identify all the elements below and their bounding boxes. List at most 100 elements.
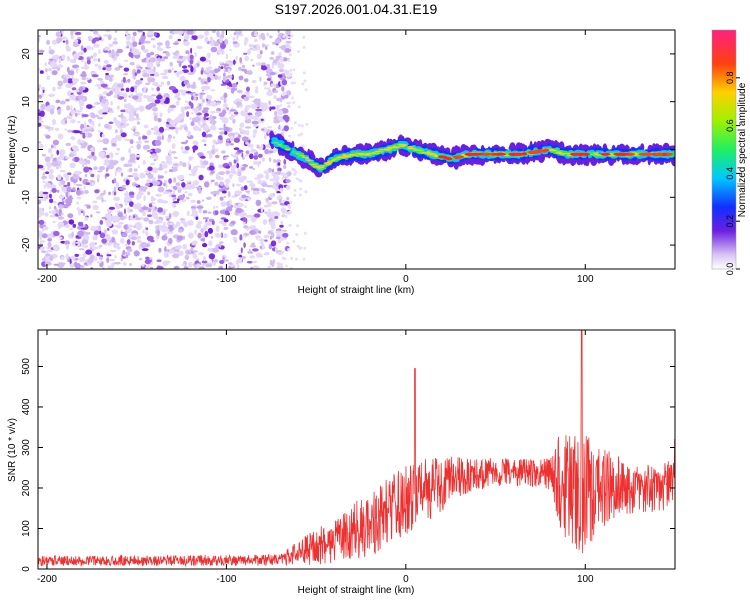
spectrogram-noise-cell: [159, 112, 163, 118]
spectrogram-noise-cell: [285, 41, 292, 44]
spectrogram-noise-cell: [135, 79, 142, 85]
spectrogram-noise-cell: [271, 232, 275, 239]
spectrogram-noise-cell: [219, 242, 222, 248]
spectrogram-noise-cell: [67, 129, 73, 133]
spectrogram-noise-cell: [225, 170, 230, 175]
spectrogram-noise-cell: [237, 264, 240, 269]
spectrogram-noise-cell: [97, 77, 103, 81]
spectrogram-signal-cell: [319, 165, 327, 167]
spectrogram-noise-cell: [88, 118, 92, 123]
spectrogram-noise-cell: [281, 130, 285, 134]
spectrogram-noise-cell: [96, 170, 103, 173]
spectrogram-noise-cell: [74, 253, 79, 257]
spectrogram-noise-cell: [192, 210, 199, 214]
spectrogram-noise-cell: [212, 139, 217, 144]
spectrogram-noise-cell: [47, 148, 53, 154]
spectrogram-signal-cell: [427, 153, 431, 155]
spectrogram-noise-cell: [125, 254, 129, 258]
spectrogram-noise-cell: [204, 113, 209, 117]
spectrogram-noise-cell: [104, 229, 107, 234]
spectrogram-noise-cell: [145, 265, 150, 269]
spectrogram-noise-cell: [109, 153, 114, 159]
spectrogram-noise-cell: [219, 61, 223, 65]
spectrogram-noise-cell: [41, 92, 44, 97]
spectrogram-noise-cell: [269, 35, 273, 39]
spectrogram-noise-cell: [253, 155, 259, 160]
spectrogram-noise-cell: [83, 235, 90, 241]
colorbar-label: Normalized spectral amplitude: [737, 82, 748, 217]
spectrogram-noise-cell: [212, 247, 219, 253]
spectrogram-noise-cell: [58, 204, 64, 209]
spectrogram-signal-cell: [363, 153, 368, 155]
spectrogram-noise-cell: [285, 30, 291, 36]
spectrogram-noise-cell: [56, 189, 60, 193]
spectrogram-signal-cell: [374, 150, 381, 153]
spectrogram-noise-cell: [92, 121, 95, 127]
spectrogram-noise-cell: [84, 78, 91, 81]
spectrogram-noise-cell: [65, 142, 71, 147]
spectrogram-noise-cell: [261, 143, 264, 150]
spectrogram-noise-cell: [200, 70, 204, 75]
spectrogram-noise-cell: [136, 239, 142, 244]
spectrogram-noise-cell: [211, 30, 216, 34]
spectrogram-noise-cell: [85, 231, 91, 235]
spectrogram-noise-cell: [285, 264, 288, 268]
spectrogram-noise-cell: [50, 153, 54, 159]
spectrogram-noise-cell: [232, 236, 237, 240]
spectrogram-noise-cell: [251, 120, 259, 125]
spectrogram-noise-cell: [277, 162, 281, 166]
spectrogram-noise-cell: [100, 83, 108, 88]
spectrogram-noise-cell: [48, 49, 55, 55]
spectrogram-noise-cell: [233, 159, 237, 164]
spectrogram-noise-cell: [150, 163, 155, 166]
spectrogram-noise-cell: [247, 115, 254, 120]
spectrogram-noise-cell: [278, 52, 282, 56]
spectrogram-noise-cell: [224, 210, 229, 216]
spectrogram-noise-cell: [234, 164, 237, 169]
spectrogram-noise-cell: [253, 160, 259, 165]
spectrogram-signal-cell: [324, 162, 333, 164]
spectrogram-noise-cell: [210, 41, 215, 47]
spectrogram-noise-cell: [126, 239, 131, 245]
spectrogram-noise-cell: [38, 141, 42, 144]
spectrogram-noise-cell: [147, 68, 155, 75]
spectrogram-noise-cell: [154, 206, 157, 210]
spectrogram-noise-cell: [114, 67, 121, 71]
spectrogram-noise-cell: [120, 113, 124, 119]
spectrogram-noise-cell: [102, 112, 108, 115]
spectrogram-noise-cell: [172, 210, 180, 218]
spectrogram-noise-cell: [182, 162, 187, 168]
spectrogram-noise-cell: [281, 177, 285, 181]
spectrogram-noise-cell: [137, 222, 141, 227]
spectrogram-noise-cell: [140, 44, 146, 51]
spectrogram-noise-cell: [275, 159, 282, 164]
spectrogram-noise-cell: [218, 220, 225, 224]
spectrogram-noise-cell: [256, 173, 264, 179]
spectrogram-noise-cell: [127, 207, 130, 214]
spectrogram-noise-cell: [240, 247, 243, 254]
spectrogram-noise-cell: [65, 198, 73, 205]
spectrogram-signal-cell: [373, 152, 381, 154]
spectrogram-noise-cell: [93, 102, 98, 105]
spectrogram-noise-cell: [116, 105, 120, 110]
spectrogram-noise-cell: [215, 110, 220, 114]
spectrogram-noise-cell: [68, 219, 75, 225]
spectrogram-noise-cell: [171, 67, 174, 71]
spectrogram-noise-cell: [276, 233, 281, 237]
spectrogram-noise-cell: [159, 224, 163, 231]
spectrogram-noise-cell: [233, 132, 240, 135]
spectrogram-noise-cell: [243, 78, 249, 83]
spectrogram-signal-cell: [633, 155, 638, 156]
spectrogram-noise-cell: [152, 106, 158, 112]
spectrogram-noise-cell: [164, 246, 167, 252]
spectrogram-noise-cell: [200, 155, 206, 159]
spectrogram-noise-cell: [156, 42, 163, 46]
spectrogram-noise-cell: [51, 39, 58, 45]
spectrogram-noise-cell: [282, 35, 286, 38]
spectrogram-noise-cell: [130, 86, 135, 93]
spectrogram-noise-cell: [220, 66, 224, 69]
spectrogram-noise-cell: [78, 256, 86, 263]
spectrogram-noise-cell: [59, 169, 66, 173]
spectrogram-noise-cell: [229, 174, 234, 177]
spectrogram-noise-cell: [294, 170, 298, 174]
